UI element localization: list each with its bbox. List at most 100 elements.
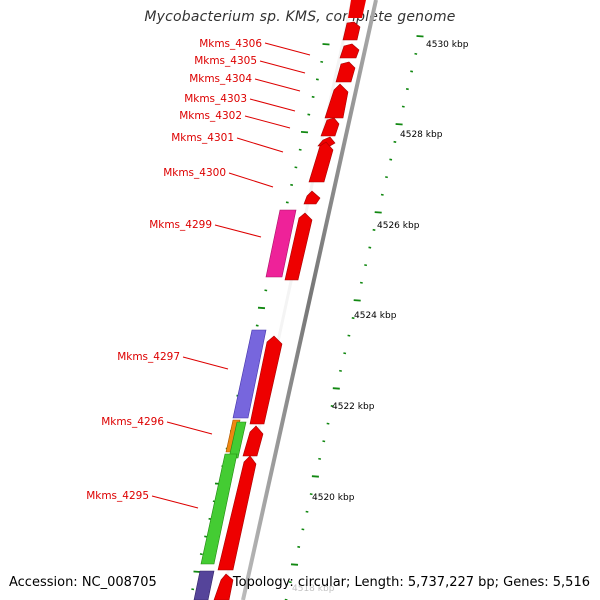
gene-arrow xyxy=(308,141,334,183)
leader-line xyxy=(259,60,306,74)
minor-tick xyxy=(364,264,368,267)
kbp-label: 4522 kbp xyxy=(332,402,375,412)
minor-tick xyxy=(339,369,342,372)
minor-tick xyxy=(368,246,372,249)
reverse-genes xyxy=(193,209,297,600)
gene-arrow xyxy=(342,21,361,41)
kbp-scale: 4530 kbp 4528 kbp 4526 kbp 4524 kbp 4522… xyxy=(292,40,469,594)
kbp-label: 4524 kbp xyxy=(354,311,397,321)
inner-tick-marks xyxy=(191,43,330,591)
leader-line xyxy=(264,42,311,56)
minor-tick xyxy=(393,140,397,143)
gene-arrow xyxy=(242,425,264,457)
major-tick xyxy=(257,306,266,310)
gene-label: Mkms_4297 xyxy=(117,351,180,363)
gene-label: Mkms_4295 xyxy=(86,490,149,502)
minor-tick xyxy=(405,88,409,91)
minor-tick xyxy=(255,324,259,327)
minor-tick xyxy=(351,317,355,320)
minor-tick xyxy=(305,510,309,513)
minor-tick xyxy=(191,588,195,591)
gene-block-green xyxy=(200,453,238,565)
minor-tick xyxy=(285,201,289,204)
minor-tick xyxy=(343,352,347,355)
leader-line xyxy=(249,98,296,112)
minor-tick xyxy=(301,528,305,531)
outer-tick-marks xyxy=(284,35,424,600)
minor-tick xyxy=(326,422,330,425)
gene-label: Mkms_4302 xyxy=(179,110,242,122)
gene-arrow xyxy=(348,0,366,18)
major-tick xyxy=(374,211,382,214)
minor-tick xyxy=(290,183,294,186)
minor-tick xyxy=(264,289,268,292)
leader-line xyxy=(236,137,284,153)
minor-tick xyxy=(309,493,313,496)
minor-tick xyxy=(297,545,301,548)
minor-tick xyxy=(359,281,363,284)
minor-tick xyxy=(414,52,418,55)
gene-block-green xyxy=(228,421,247,459)
gene-block-pink xyxy=(265,209,297,278)
gene-label-group: Mkms_4306 Mkms_4305 Mkms_4304 Mkms_4303 … xyxy=(86,38,311,509)
gene-block-navy xyxy=(193,570,215,600)
kbp-label: 4526 kbp xyxy=(377,221,420,231)
minor-tick xyxy=(298,148,302,151)
minor-tick xyxy=(307,113,311,116)
kbp-label: 4520 kbp xyxy=(312,493,355,503)
major-tick xyxy=(416,35,424,38)
leader-line xyxy=(214,224,262,238)
minor-tick xyxy=(288,581,292,584)
gene-label: Mkms_4300 xyxy=(163,167,226,179)
gene-arrow xyxy=(249,335,283,425)
gene-arrow xyxy=(324,83,349,119)
kbp-label: 4530 kbp xyxy=(426,40,469,50)
gene-label: Mkms_4303 xyxy=(184,93,247,105)
minor-tick xyxy=(204,535,208,538)
gene-label: Mkms_4296 xyxy=(101,416,164,428)
gene-arrow xyxy=(217,455,257,571)
minor-tick xyxy=(318,457,322,460)
major-tick xyxy=(193,570,201,573)
minor-tick xyxy=(330,405,334,408)
minor-tick xyxy=(322,440,326,443)
minor-tick xyxy=(320,60,324,63)
gene-arrow xyxy=(213,573,234,600)
gene-arrow xyxy=(339,43,360,59)
leader-line xyxy=(244,115,291,129)
gene-label: Mkms_4301 xyxy=(171,132,234,144)
major-tick xyxy=(353,299,361,302)
minor-tick xyxy=(347,334,351,337)
minor-tick xyxy=(315,78,319,81)
kbp-label: 4528 kbp xyxy=(400,130,443,140)
map-title: Mycobacterium sp. KMS, complete genome xyxy=(144,9,456,25)
minor-tick xyxy=(199,553,203,556)
genome-stats-text: Topology: circular; Length: 5,737,227 bp… xyxy=(232,575,590,590)
leader-line xyxy=(228,172,274,188)
minor-tick xyxy=(311,95,315,98)
minor-tick xyxy=(401,105,405,108)
leader-line xyxy=(182,356,229,370)
gene-arrow xyxy=(303,190,321,205)
leader-line xyxy=(151,495,199,509)
leader-line xyxy=(254,78,301,92)
minor-tick xyxy=(294,166,298,169)
major-tick xyxy=(290,563,299,566)
accession-text: Accession: NC_008705 xyxy=(9,575,157,590)
forward-genes xyxy=(213,0,366,600)
gene-arrow xyxy=(335,61,356,83)
gene-arrow xyxy=(320,117,340,137)
kbp-label: 4518 kbp xyxy=(292,584,335,594)
minor-tick xyxy=(385,176,388,179)
leader-line xyxy=(166,421,213,435)
major-tick xyxy=(322,43,330,46)
gene-block-purple xyxy=(232,329,267,419)
major-tick xyxy=(332,387,340,390)
major-tick xyxy=(300,131,309,134)
gene-label: Mkms_4299 xyxy=(149,219,212,231)
gene-label: Mkms_4304 xyxy=(189,73,252,85)
gene-label: Mkms_4305 xyxy=(194,55,257,67)
gene-label: Mkms_4306 xyxy=(199,38,262,50)
minor-tick xyxy=(410,70,414,73)
minor-tick xyxy=(389,158,393,161)
